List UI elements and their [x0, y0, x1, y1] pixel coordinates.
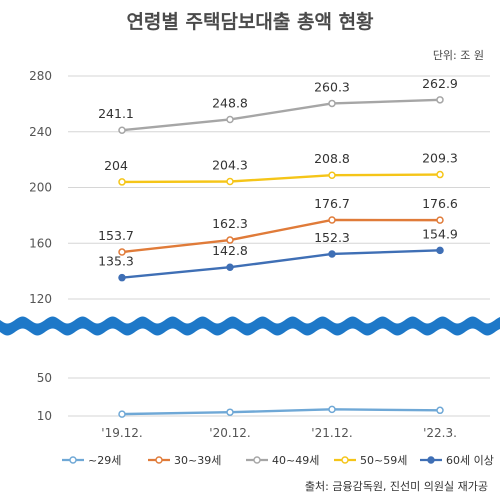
chart-title: 연령별 주택담보대출 총액 현황	[126, 10, 374, 33]
data-label: 135.3	[98, 254, 134, 269]
data-label: 260.3	[314, 79, 350, 94]
series-0	[118, 405, 444, 418]
legend-entry-4: 60세 이상	[420, 454, 494, 467]
data-label: 241.1	[98, 106, 134, 121]
legend-entry-0: ~29세	[62, 454, 121, 467]
series-4: 135.3 142.8 152.3 154.9	[98, 226, 458, 282]
data-point	[118, 248, 126, 256]
data-point	[118, 126, 126, 134]
data-point	[328, 250, 336, 258]
y-tick-label: 120	[29, 292, 52, 306]
series-3: 204 204.3 208.8 209.3	[104, 151, 458, 186]
series-lines: 153.7 162.3 176.7 176.6 241.1 248.8 260.3 262.9…	[98, 76, 458, 418]
data-point	[436, 246, 444, 255]
series-line	[121, 173, 441, 184]
unit-label: 단위: 조 원	[433, 49, 484, 62]
data-label: 248.8	[212, 95, 248, 110]
data-point	[328, 405, 336, 414]
y-tick-labels: 120 160 200 240 280 10 50	[29, 69, 52, 423]
data-label: 142.8	[212, 243, 248, 258]
data-point	[226, 263, 234, 271]
data-point	[118, 178, 126, 186]
series-line	[121, 408, 441, 416]
data-label: 154.9	[422, 226, 458, 241]
data-label: 162.3	[212, 216, 248, 231]
data-point	[436, 216, 444, 224]
y-tick-label: 160	[29, 236, 52, 250]
legend: ~29세 30~39세 40~49세 50~59세 60세 이상	[62, 454, 494, 467]
source-note: 출처: 금융감독원, 진선미 의원실 재가공	[305, 480, 488, 493]
legend-entry-3: 50~59세	[334, 454, 407, 467]
legend-label: 40~49세	[272, 454, 319, 467]
data-label: 204.3	[212, 158, 248, 173]
legend-swatch-marker	[69, 456, 77, 464]
series-1: 153.7 162.3 176.7 176.6	[98, 196, 458, 256]
y-tick-label: 200	[29, 181, 52, 195]
data-label: 176.7	[314, 196, 350, 211]
x-tick-label: '21.12.	[311, 426, 352, 440]
series-line	[121, 249, 441, 279]
y-tick-label: 10	[37, 409, 52, 423]
data-point	[226, 236, 234, 244]
legend-label: 50~59세	[360, 454, 407, 467]
y-tick-label: 50	[37, 371, 52, 385]
x-tick-label: '20.12.	[209, 426, 250, 440]
data-point	[436, 96, 444, 104]
gridlines	[68, 75, 490, 417]
legend-swatch-marker	[341, 456, 349, 464]
x-tick-label: '19.12.	[101, 426, 142, 440]
legend-label: 60세 이상	[446, 454, 494, 467]
legend-swatch-marker	[253, 456, 261, 464]
data-point	[328, 171, 336, 179]
data-label: 209.3	[422, 151, 458, 166]
legend-entry-1: 30~39세	[148, 454, 221, 467]
series-line	[121, 98, 441, 132]
legend-swatch-marker	[155, 456, 163, 464]
data-point	[436, 170, 444, 179]
data-point	[118, 410, 126, 418]
data-point	[118, 273, 126, 282]
x-tick-label: '22.3.	[423, 426, 457, 440]
data-label: 208.8	[314, 151, 350, 166]
legend-label: 30~39세	[174, 454, 221, 467]
series-2: 241.1 248.8 260.3 262.9	[98, 76, 458, 134]
wave-band	[0, 316, 500, 336]
x-tick-labels: '19.12. '20.12. '21.12. '22.3.	[101, 426, 457, 440]
data-point	[436, 406, 444, 415]
legend-entry-2: 40~49세	[246, 454, 319, 467]
data-label: 262.9	[422, 76, 458, 91]
legend-label: ~29세	[88, 454, 121, 467]
data-point	[328, 99, 336, 108]
data-label: 152.3	[314, 230, 350, 245]
data-label: 176.6	[422, 196, 458, 211]
data-label: 204	[104, 158, 128, 173]
data-point	[226, 408, 234, 416]
legend-swatch-marker	[427, 456, 435, 464]
data-point	[328, 216, 336, 224]
y-tick-label: 240	[29, 125, 52, 139]
y-tick-label: 280	[29, 69, 52, 83]
axis-break-wave	[0, 316, 500, 336]
data-point	[226, 177, 234, 186]
data-point	[226, 115, 234, 124]
data-label: 153.7	[98, 228, 134, 243]
series-line	[121, 218, 441, 254]
